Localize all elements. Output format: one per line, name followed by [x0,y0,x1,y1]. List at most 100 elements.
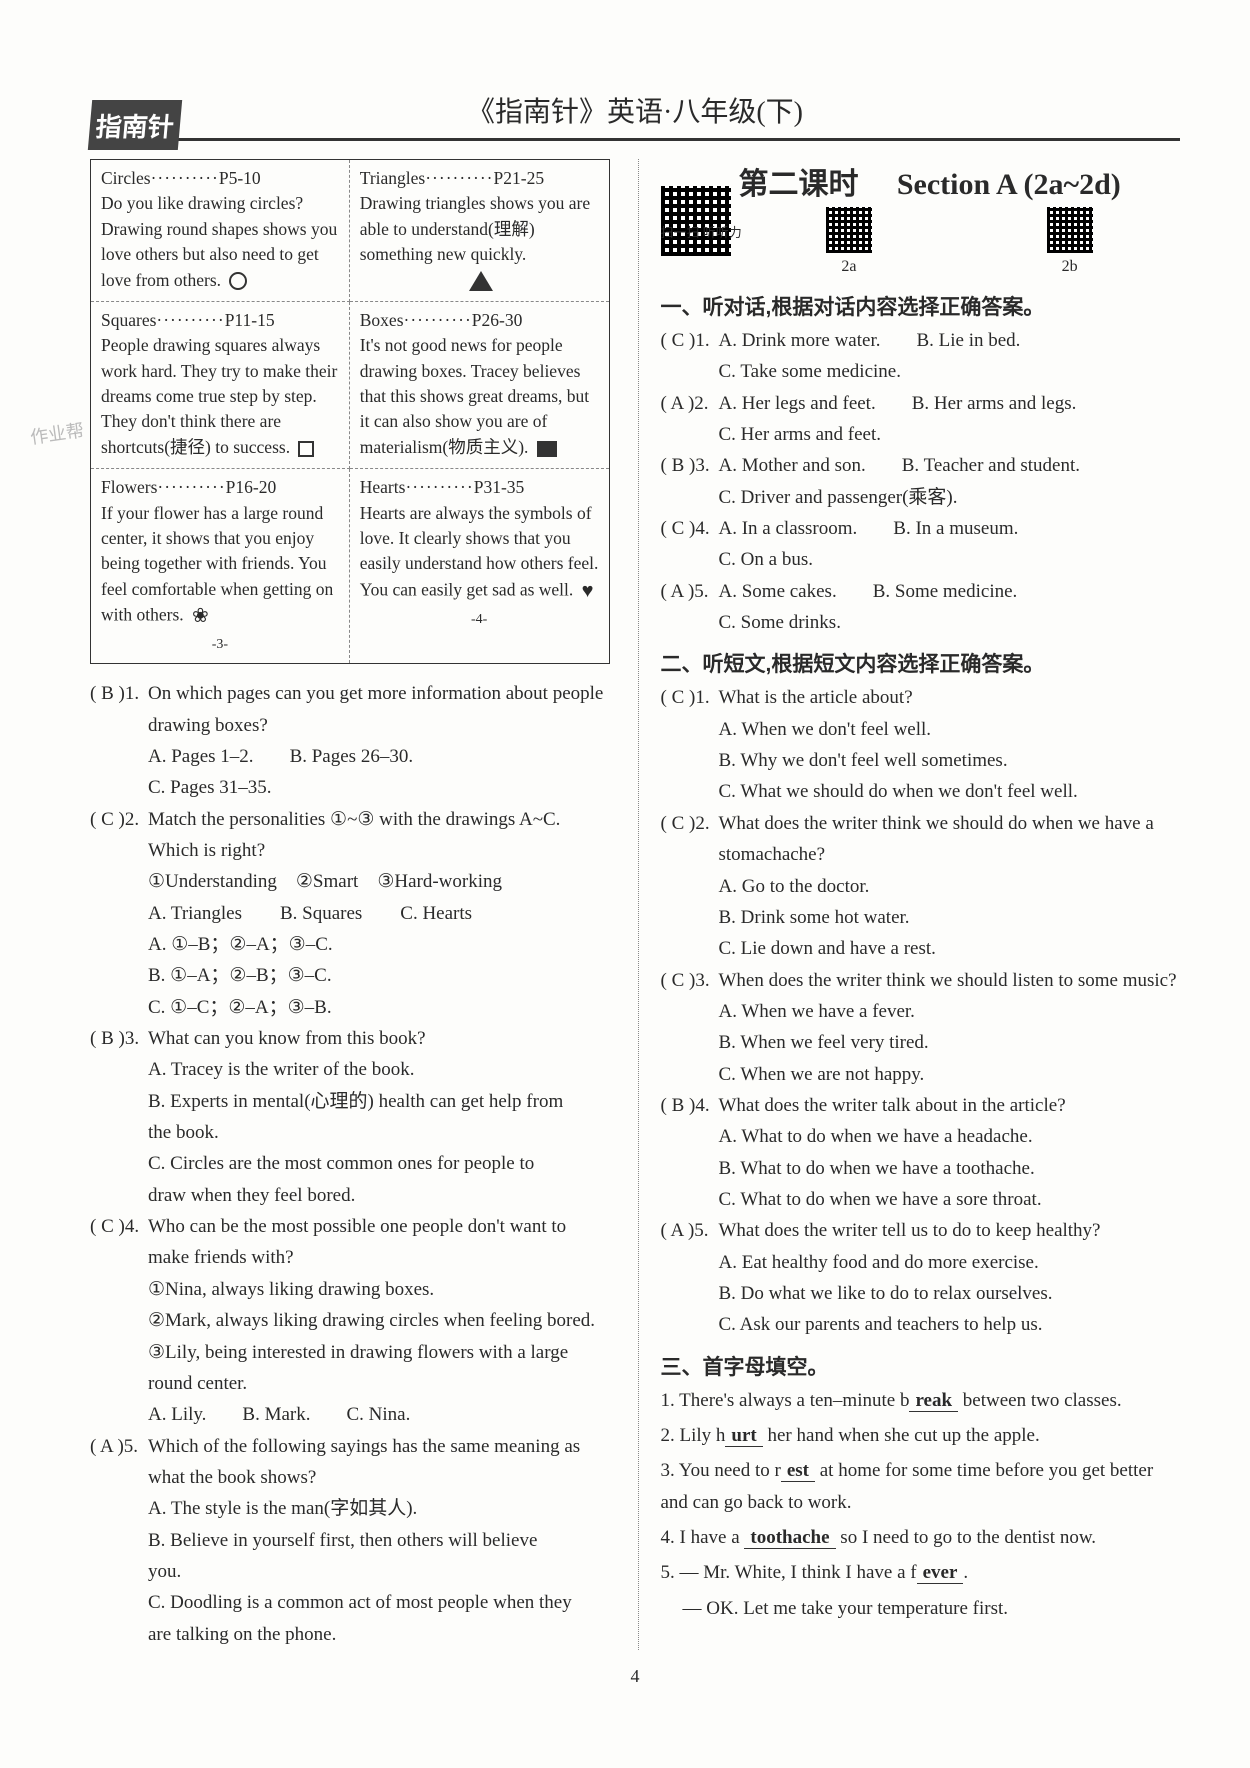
option: A. What to do when we have a headache. [661,1121,1181,1152]
book-page-4: -4- [360,606,599,630]
qr-2b-label: 2b [1047,258,1093,276]
option: A. When we don't feel well. [661,714,1181,745]
option-line: A. The style is the man(字如其人). [90,1493,610,1524]
fill-line2: — OK. Let me take your temperature first… [661,1593,1181,1624]
listen-item: ( B )3.A. Mother and son.B. Teacher and … [661,450,1181,481]
option: A. When we have a fever. [661,996,1181,1027]
option: A. Tracey is the writer of the book. [148,1054,414,1085]
heart-icon: ♥ [582,577,594,606]
passage-item: ( C )2.What does the writer think we sho… [661,808,1181,871]
fill-item: 4. I have a toothache so I need to go to… [661,1522,1181,1553]
passage-item: ( C )3.When does the writer think we sho… [661,965,1181,996]
passage-item: ( B )4.What does the writer talk about i… [661,1090,1181,1121]
option: C. When we are not happy. [661,1059,1181,1090]
option: B. Her arms and legs. [912,388,1077,419]
answer-letter: ( A )2. [661,388,719,419]
cell-head: Hearts [360,477,406,497]
option: B. Believe in yourself first, then other… [148,1525,574,1588]
option: B. In a museum. [893,513,1018,544]
question-extra: A. Triangles B. Squares C. Hearts [90,898,610,929]
option: B. Pages 26–30. [290,741,414,772]
brand-badge: 指南针 [88,100,182,150]
lesson-en: Section A (2a~2d) [897,168,1121,201]
option: B. When we feel very tired. [661,1027,1181,1058]
fill-item: 3. You need to rest at home for some tim… [661,1455,1181,1518]
fill-pre: 5. — Mr. White, I think I have a f [661,1562,917,1583]
option: C. Pages 31–35. [148,772,272,803]
left-column: CirclesP5-10 Do you like drawing circles… [90,159,610,1650]
cell-head: Boxes [360,310,404,330]
section2-title: 二、听短文,根据短文内容选择正确答案。 [661,648,1181,678]
option: B. Why we don't feel well sometimes. [661,745,1181,776]
left-questions: ( B )1.On which pages can you get more i… [90,678,610,1650]
question-stem: What does the writer talk about in the a… [719,1090,1181,1121]
fill-answer: est [781,1460,815,1482]
right-column: 第二课时 Section A (2a~2d) 2a 2b 扫一扫 听听力 一、听… [638,159,1181,1650]
answer-letter: ( C )4. [661,513,719,544]
qr-2a-label: 2a [826,258,872,276]
fill-answer: urt [725,1425,762,1447]
fill-item: 1. There's always a ten–minute break bet… [661,1385,1181,1416]
question-item: ( A )5.Which of the following sayings ha… [90,1431,610,1494]
fill-pre: 2. Lily h [661,1425,726,1446]
option: C. What we should do when we don't feel … [661,776,1181,807]
option: B. Experts in mental(心理的) health can get… [148,1086,574,1149]
option: A. Some cakes. [719,576,837,607]
cell-pages: P31-35 [474,477,525,497]
passage-item: ( A )5.What does the writer tell us to d… [661,1215,1181,1246]
option-line: B. Experts in mental(心理的) health can get… [90,1086,610,1149]
question-stem: What is the article about? [719,682,1181,713]
fill-post: . [963,1562,968,1583]
cell-pages: P26-30 [472,310,523,330]
option-line: A. In a classroom. B. In a museum. [719,513,1181,544]
grid-cell-flowers: FlowersP16-20 If your flower has a large… [91,469,350,663]
page-title: 《指南针》英语·八年级(下) [90,90,1180,130]
section3-questions: 1. There's always a ten–minute break bet… [661,1385,1181,1624]
cell-body: Do you like drawing circles? Drawing rou… [101,193,337,289]
question-body: Who can be the most possible one people … [148,1211,610,1274]
listen-item: ( A )5.A. Some cakes.B. Some medicine. [661,576,1181,607]
question-stem: When does the writer think we should lis… [719,965,1181,996]
question-extra: ②Mark, always liking drawing circles whe… [90,1305,610,1336]
cell-pages: P5-10 [219,168,261,188]
option-line: A. Her legs and feet.B. Her arms and leg… [719,388,1181,419]
option: A. In a classroom. [719,513,858,544]
fill-answer: toothache [744,1527,835,1549]
option: C. ①–C；②–A；③–B. [148,992,332,1023]
option: C. Circles are the most common ones for … [148,1148,574,1211]
qr-main-icon [661,186,731,256]
option: C. What to do when we have a sore throat… [661,1184,1181,1215]
answer-letter: ( C )2. [661,808,719,871]
cell-body: Hearts are always the symbols of love. I… [360,503,599,600]
cell-pages: P21-25 [494,168,545,188]
option: A. ①–B；②–A；③–C. [148,929,333,960]
answer-letter: ( B )4. [661,1090,719,1121]
triangle-icon [469,271,493,291]
box-icon [537,441,557,457]
cell-body: Drawing triangles shows you are able to … [360,193,590,264]
fill-item: 2. Lily hurt her hand when she cut up th… [661,1420,1181,1451]
option-line: A. Pages 1–2. B. Pages 26–30. [90,741,610,772]
option: A. Eat healthy food and do more exercise… [661,1247,1181,1278]
two-column-layout: CirclesP5-10 Do you like drawing circles… [90,159,1180,1650]
fill-answer: ever [917,1562,964,1584]
answer-letter: ( A )5. [90,1431,148,1494]
option-line: A. ①–B；②–A；③–C. [90,929,610,960]
option: C. Nina. [346,1399,410,1430]
option: A. Pages 1–2. [148,741,254,772]
cell-body: It's not good news for people drawing bo… [360,335,589,457]
option: A. Lily. [148,1399,206,1430]
question-extra: ①Nina, always liking drawing boxes. [90,1274,610,1305]
question-item: ( C )4.Who can be the most possible one … [90,1211,610,1274]
cell-head: Flowers [101,477,157,497]
grid-cell-circles: CirclesP5-10 Do you like drawing circles… [91,160,350,302]
question-extra: ①Understanding ②Smart ③Hard-working [90,866,610,897]
question-item: ( C )2.Match the personalities ①~③ with … [90,804,610,867]
cell-head: Squares [101,310,156,330]
option: C. Doodling is a common act of most peop… [148,1587,574,1650]
cell-body: People drawing squares always work hard.… [101,335,337,457]
option-line: C. Pages 31–35. [90,772,610,803]
option-line: C. ①–C；②–A；③–B. [90,992,610,1023]
fill-post: between two classes. [958,1390,1122,1411]
question-body: On which pages can you get more informat… [148,678,610,741]
